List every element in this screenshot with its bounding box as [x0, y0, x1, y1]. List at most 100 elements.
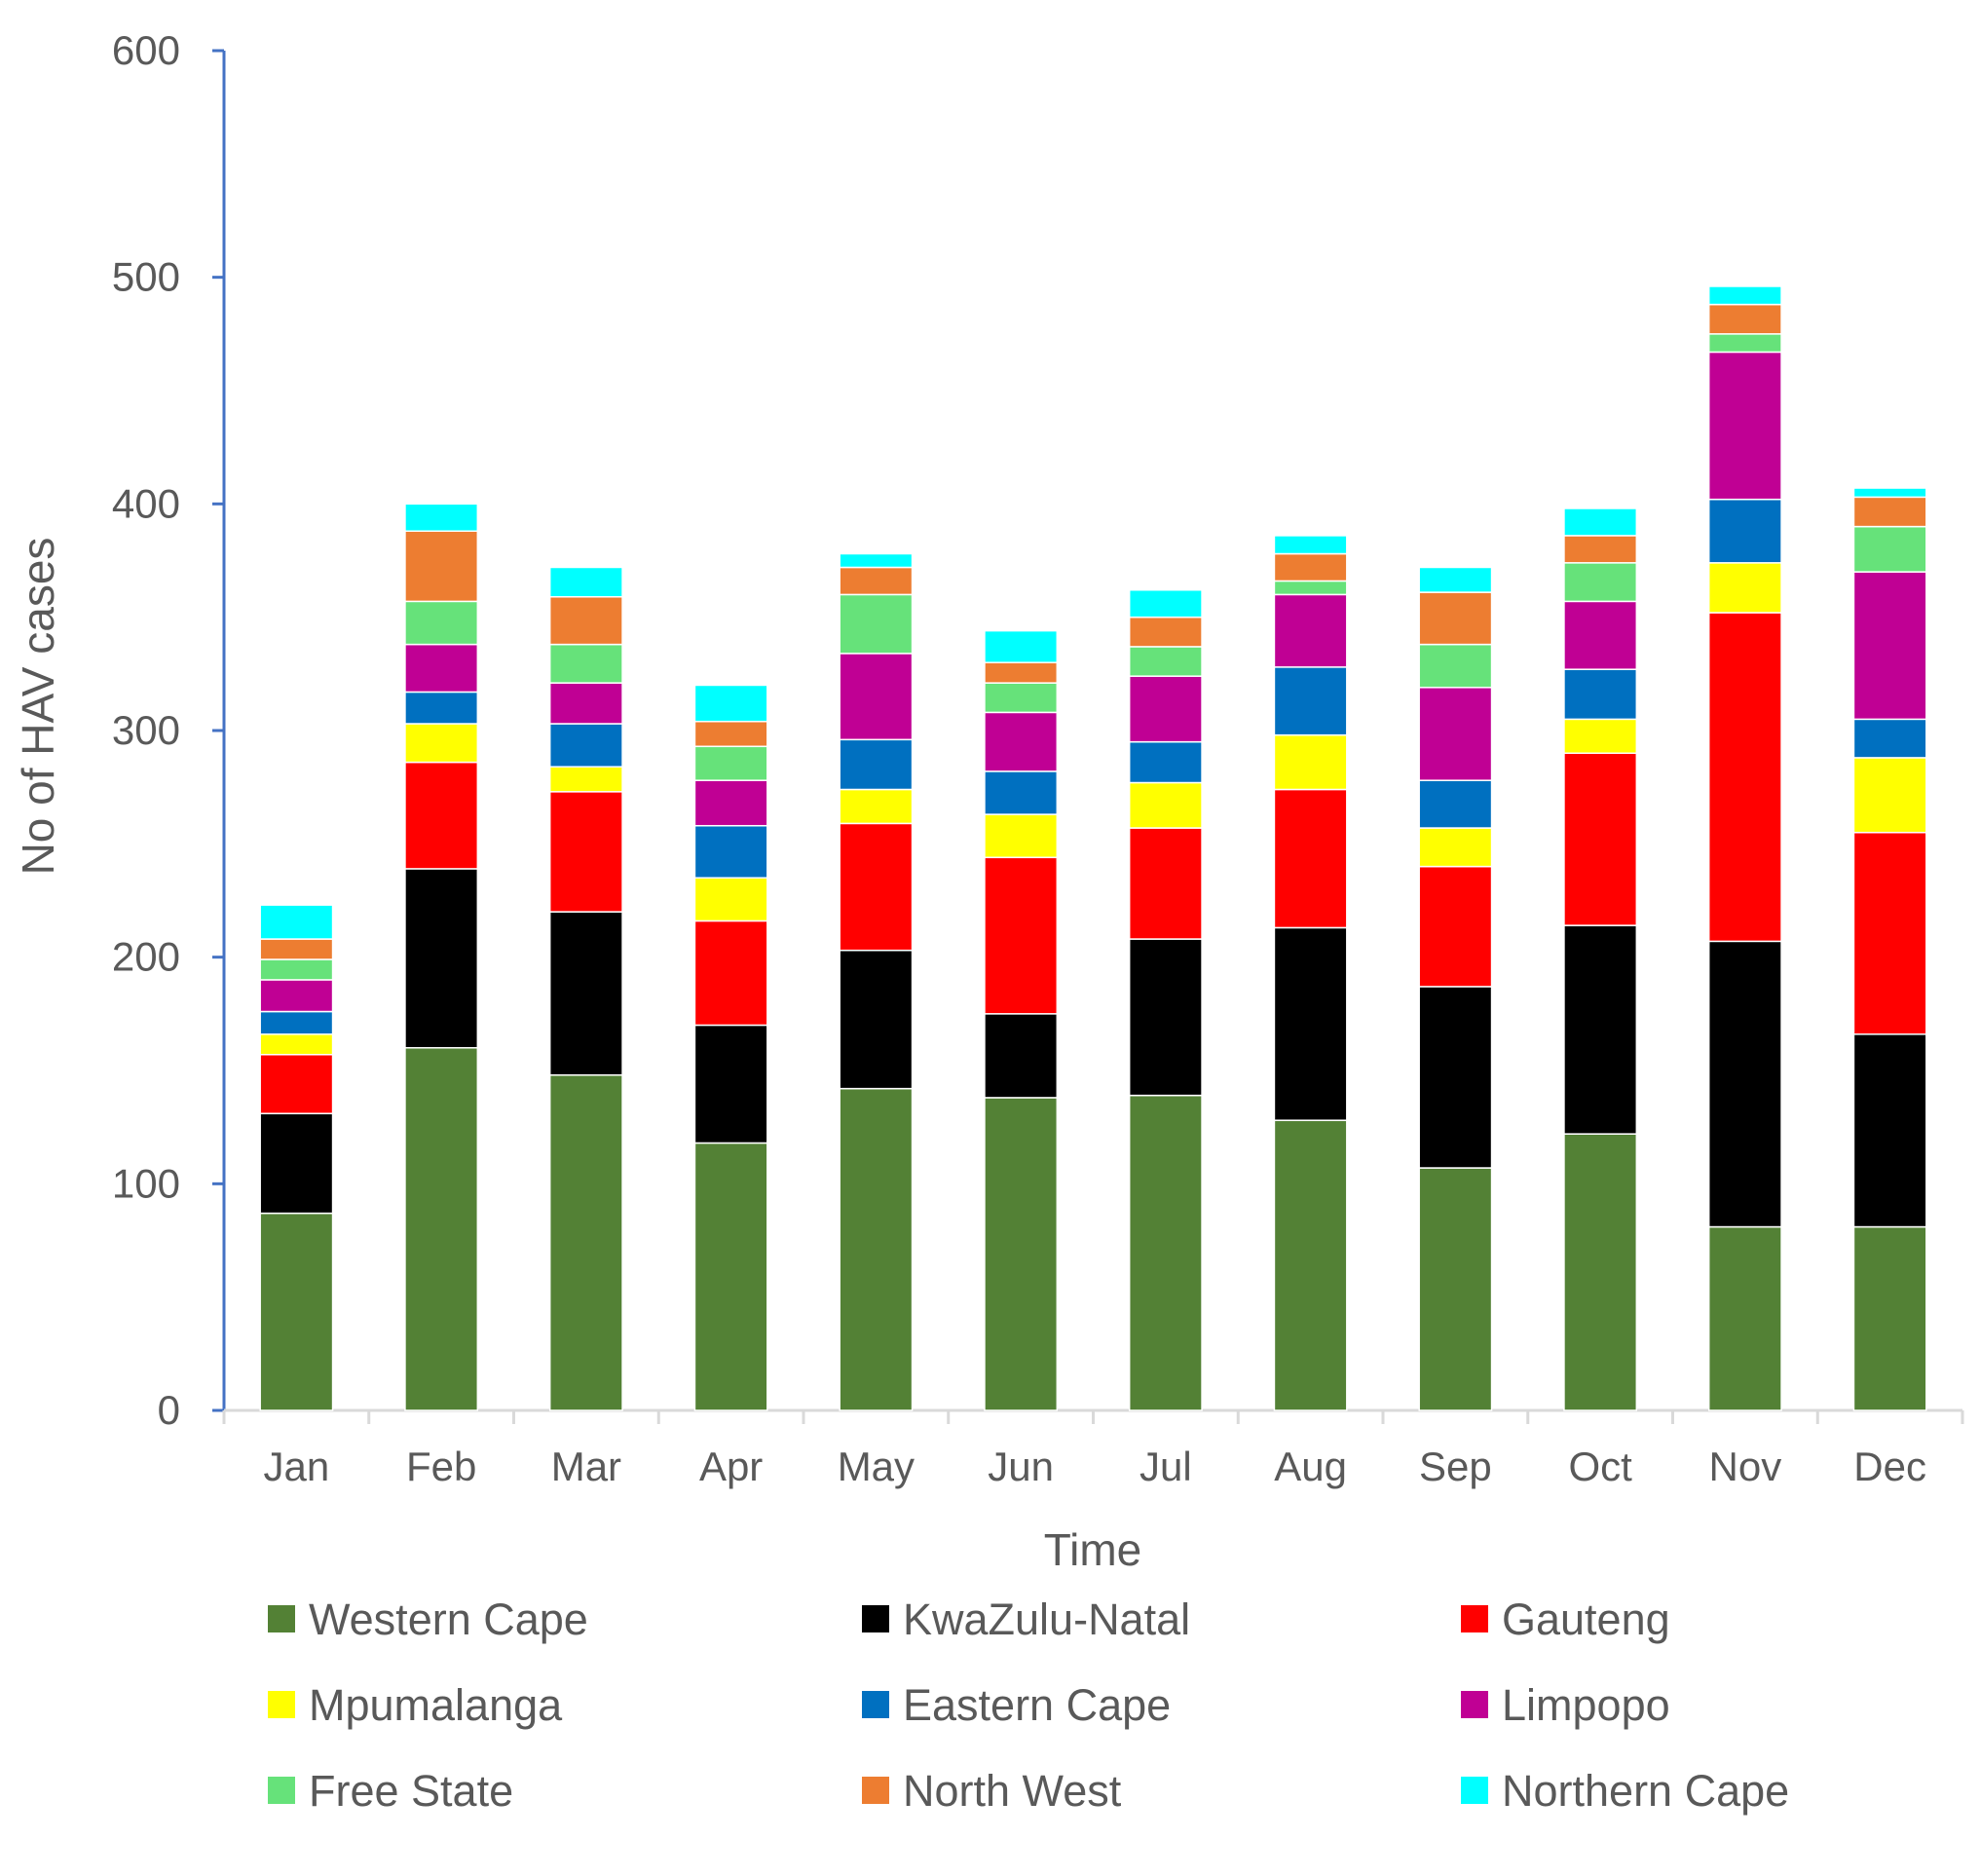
bar-segment-western-cape-nov	[1707, 1225, 1782, 1411]
legend-swatch	[862, 1691, 889, 1718]
bar-segment-western-cape-oct	[1563, 1133, 1638, 1411]
x-tick-label-apr: Apr	[699, 1444, 763, 1489]
bar-segment-north-west-sep	[1418, 591, 1493, 646]
y-tick-label: 600	[112, 27, 180, 73]
bar-segment-gauteng-apr	[693, 919, 768, 1027]
bar-segment-limpopo-jun	[984, 711, 1059, 772]
bar-segment-limpopo-nov	[1707, 351, 1782, 501]
bar-segment-limpopo-mar	[548, 682, 623, 725]
y-axis-title: No of HAV cases	[13, 538, 63, 876]
bar-segment-north-west-aug	[1273, 552, 1348, 582]
y-tick-label: 300	[112, 707, 180, 753]
bar-segment-free-state-jul	[1128, 646, 1203, 677]
legend-label: Free State	[309, 1766, 513, 1816]
bar-segment-western-cape-jul	[1128, 1094, 1203, 1411]
bar-segment-limpopo-oct	[1563, 600, 1638, 670]
bar-segment-free-state-sep	[1418, 643, 1493, 689]
y-tick-label: 0	[158, 1387, 180, 1433]
legend-label: Eastern Cape	[903, 1680, 1171, 1730]
bar-segment-northern-cape-may	[839, 552, 914, 569]
legend-swatch	[268, 1691, 295, 1718]
bar-segment-mpumalanga-jul	[1128, 781, 1203, 829]
bar-segment-kwazulu-natal-may	[839, 949, 914, 1090]
legend-item-western-cape: Western Cape	[268, 1595, 588, 1644]
bar-segment-kwazulu-natal-mar	[548, 911, 623, 1076]
legend-item-north-west: North West	[862, 1766, 1122, 1816]
y-tick-label: 200	[112, 934, 180, 980]
bar-segment-gauteng-aug	[1273, 788, 1348, 929]
bar-segment-north-west-apr	[693, 720, 768, 748]
legend: Western Cape KwaZulu-Natal Gauteng Mpumalan…	[268, 1595, 1789, 1816]
bar-segment-gauteng-jul	[1128, 827, 1203, 940]
legend-swatch	[862, 1605, 889, 1632]
x-tick-label-may: May	[838, 1444, 915, 1489]
legend-item-gauteng: Gauteng	[1461, 1595, 1670, 1644]
bar-segment-western-cape-may	[839, 1087, 914, 1411]
bar-segment-mpumalanga-may	[839, 788, 914, 825]
legend-swatch	[268, 1777, 295, 1804]
bar-segment-northern-cape-jun	[984, 629, 1059, 663]
bar-segment-western-cape-dec	[1852, 1225, 1927, 1411]
legend-swatch	[1461, 1777, 1488, 1804]
bar-segment-eastern-cape-mar	[548, 723, 623, 768]
bar-segment-north-west-dec	[1852, 496, 1927, 528]
bar-segment-north-west-mar	[548, 595, 623, 646]
bar-segment-north-west-nov	[1707, 303, 1782, 335]
x-axis-title: Time	[1044, 1524, 1142, 1575]
x-tick-label-sep: Sep	[1419, 1444, 1492, 1489]
bar-segment-kwazulu-natal-jun	[984, 1013, 1059, 1099]
bar-segment-limpopo-aug	[1273, 593, 1348, 668]
bar-segment-mpumalanga-jun	[984, 813, 1059, 859]
bar-segment-northern-cape-apr	[693, 684, 768, 723]
legend-item-mpumalanga: Mpumalanga	[268, 1680, 563, 1730]
bar-segment-north-west-jun	[984, 661, 1059, 684]
bar-segment-limpopo-sep	[1418, 687, 1493, 781]
legend-item-free-state: Free State	[268, 1766, 513, 1816]
bar-segment-north-west-jan	[259, 938, 334, 960]
legend-label: North West	[903, 1766, 1122, 1816]
bar-segment-eastern-cape-jul	[1128, 740, 1203, 784]
bar-segment-northern-cape-mar	[548, 566, 623, 598]
legend-item-eastern-cape: Eastern Cape	[862, 1680, 1171, 1730]
bar-segment-northern-cape-oct	[1563, 507, 1638, 537]
bar-segment-free-state-dec	[1852, 525, 1927, 573]
bar-segment-eastern-cape-oct	[1563, 668, 1638, 721]
bar-segment-mpumalanga-apr	[693, 877, 768, 922]
bar-segment-eastern-cape-nov	[1707, 498, 1782, 564]
bar-segment-mpumalanga-aug	[1273, 733, 1348, 791]
legend-label: Limpopo	[1502, 1680, 1670, 1730]
bar-segment-north-west-feb	[404, 530, 479, 603]
bar-segment-kwazulu-natal-aug	[1273, 926, 1348, 1121]
bar-segment-northern-cape-nov	[1707, 285, 1782, 306]
legend-label: Mpumalanga	[309, 1680, 563, 1730]
legend-item-northern-cape: Northern Cape	[1461, 1766, 1789, 1816]
bar-segment-mpumalanga-dec	[1852, 757, 1927, 834]
bar-segment-kwazulu-natal-feb	[404, 868, 479, 1049]
bar-segment-mpumalanga-feb	[404, 723, 479, 764]
y-tick-label: 500	[112, 254, 180, 300]
bars-layer	[259, 285, 1927, 1411]
x-tick-label-aug: Aug	[1274, 1444, 1347, 1489]
bar-segment-mpumalanga-oct	[1563, 718, 1638, 755]
bar-segment-gauteng-oct	[1563, 752, 1638, 926]
x-tick-label-jul: Jul	[1139, 1444, 1192, 1489]
bar-segment-free-state-may	[839, 593, 914, 655]
bar-segment-free-state-mar	[548, 643, 623, 684]
bar-segment-northern-cape-sep	[1418, 566, 1493, 593]
bar-segment-gauteng-jun	[984, 856, 1059, 1015]
bar-segment-gauteng-mar	[548, 791, 623, 913]
bar-segment-eastern-cape-aug	[1273, 666, 1348, 736]
bar-segment-northern-cape-jan	[259, 904, 334, 940]
bar-segment-free-state-feb	[404, 600, 479, 646]
bar-segment-free-state-oct	[1563, 562, 1638, 603]
bar-segment-mpumalanga-nov	[1707, 562, 1782, 614]
bar-segment-mpumalanga-mar	[548, 766, 623, 793]
x-tick-label-nov: Nov	[1709, 1444, 1782, 1489]
bar-segment-mpumalanga-sep	[1418, 827, 1493, 868]
tick-labels-layer: 0 100 200 300 400 500 600 Jan Feb Mar Apr May Jun Jul…	[112, 27, 1926, 1489]
legend-label: Northern Cape	[1502, 1766, 1789, 1816]
bar-segment-eastern-cape-jan	[259, 1010, 334, 1035]
bar-segment-western-cape-apr	[693, 1142, 768, 1411]
bar-segment-western-cape-jun	[984, 1097, 1059, 1411]
